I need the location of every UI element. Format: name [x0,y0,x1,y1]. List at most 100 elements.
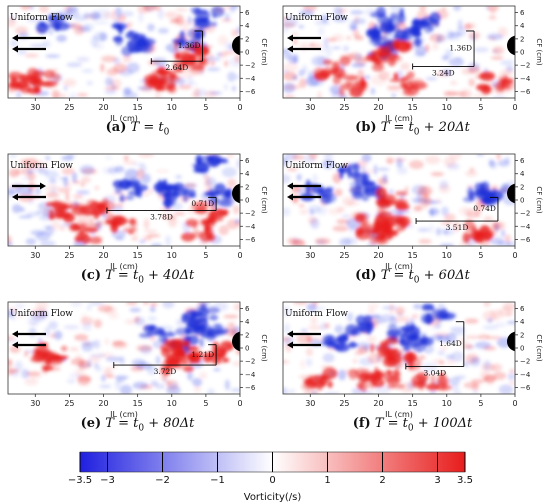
x-tick-label: 10 [167,251,177,260]
y-tick-label: −2 [520,210,530,218]
dimension-label-vertical: 0.74D [473,204,496,213]
x-tick-label: 5 [203,251,208,260]
caption-tail: + 40Δt [143,268,195,283]
x-tick-label: 0 [512,251,517,260]
colorbar-tick-label: −3 [100,475,115,486]
x-axis-label: IL (cm) [110,262,138,271]
dimension-label-horizontal: 3.72D [154,367,177,376]
y-tick-label: 2 [520,331,524,339]
y-tick-label: −2 [245,210,255,218]
caption-d: (d) T = t0 + 60Δt [275,268,550,286]
y-tick-label: 4 [520,22,525,30]
y-tick-label: 2 [245,35,249,43]
x-tick-label: 25 [339,103,349,112]
caption-subscript: 0 [138,423,145,434]
uniform-flow-label: Uniform Flow [285,13,348,23]
dimension-label-vertical: 1.21D [191,350,214,359]
colorbar-tick-label: 3 [434,475,440,486]
dimension-label-vertical: 1.36D [449,44,472,53]
y-tick-label: 0 [520,197,524,205]
caption-formula: T = t [105,268,139,283]
x-axis-label: IL (cm) [110,410,138,419]
y-tick-label: 4 [245,22,250,30]
colorbar-tick-label: −3.5 [68,475,92,486]
x-tick-label: 20 [373,103,383,112]
cylinder-shape [232,183,240,204]
x-tick-label: 0 [512,103,517,112]
y-tick-label: 6 [245,9,250,17]
colorbar: −3.5 −3 −2 −1 0 1 2 3 3.5 Vorticity(/s) [0,446,550,504]
caption-tail: + 80Δt [144,416,195,431]
caption-formula: T = t [374,416,408,431]
y-tick-label: 2 [520,35,524,43]
colorbar-tick-label: 2 [379,475,385,486]
y-tick-label: 0 [520,345,524,353]
caption-letter: (f) [352,416,371,431]
uniform-flow-label: Uniform Flow [10,13,73,23]
caption-tail: + 20Δt [419,120,470,135]
y-tick-label: 2 [520,183,524,191]
y-tick-label: 0 [245,49,249,57]
caption-letter: (a) [105,120,127,135]
y-tick-label: −2 [520,62,530,70]
colorbar-tick-label: 0 [269,475,275,486]
x-tick-label: 15 [133,251,143,260]
colorbar-tick-label: 1 [324,475,330,486]
dimension-label-vertical: 1.64D [439,339,462,348]
caption-subscript: 0 [407,423,414,434]
y-tick-label: 0 [245,345,249,353]
colorbar-label: Vorticity(/s) [244,492,302,503]
y-tick-label: −4 [245,223,256,231]
colorbar-tick-label: −1 [210,475,225,486]
caption-subscript: 0 [163,127,170,138]
x-tick-label: 15 [408,399,418,408]
dimension-label-vertical: 1.36D [178,41,201,50]
x-tick-label: 30 [305,399,315,408]
caption-c: (c) T = t0 + 40Δt [0,268,275,286]
y-tick-label: 4 [520,170,525,178]
y-tick-label: −6 [245,88,256,96]
x-tick-label: 25 [64,103,74,112]
caption-formula: T = t [130,120,164,135]
cylinder-shape [232,331,240,352]
caption-letter: (b) [355,120,377,135]
y-tick-label: −4 [245,371,256,379]
x-tick-label: 0 [237,399,242,408]
y-tick-label: −4 [520,371,531,379]
caption-e: (e) T = t0 + 80Δt [0,416,275,434]
colorbar-tick-label: −2 [155,475,170,486]
colorbar-svg: −3.5 −3 −2 −1 0 1 2 3 3.5 Vorticity(/s) [68,451,473,503]
y-tick-label: 2 [245,183,249,191]
y-tick-label: 0 [520,49,524,57]
y-axis-label: CF (cm) [535,334,543,362]
uniform-flow-label: Uniform Flow [285,161,348,171]
panel-f: 30 25 20 15 10 5 0 IL (cm) 6 4 2 0 −2 −4 −6 CF (cm) Unif… [275,296,550,444]
y-tick-label: 6 [520,9,525,17]
x-tick-label: 10 [167,103,177,112]
x-tick-label: 10 [442,103,452,112]
y-tick-label: 6 [245,157,250,165]
y-tick-label: 6 [520,305,525,313]
y-tick-label: 4 [520,318,525,326]
y-tick-label: −6 [520,384,531,392]
x-tick-label: 0 [237,251,242,260]
x-tick-label: 5 [478,103,483,112]
y-axis-label: CF (cm) [260,38,268,66]
y-axis-label: CF (cm) [535,38,543,66]
panel-b: 30 25 20 15 10 5 0 IL (cm) 6 4 2 0 −2 −4 −6 CF (cm) Unif… [275,0,550,148]
caption-letter: (d) [355,268,377,283]
x-tick-label: 25 [64,251,74,260]
cylinder-shape [507,331,515,352]
uniform-flow-label: Uniform Flow [10,309,73,319]
x-tick-label: 30 [305,103,315,112]
y-tick-label: 4 [245,170,250,178]
cylinder-shape [507,35,515,56]
y-tick-label: −6 [245,236,256,244]
y-tick-label: 6 [245,305,250,313]
x-tick-label: 25 [64,399,74,408]
x-tick-label: 20 [98,251,108,260]
x-axis-label: IL (cm) [110,114,138,123]
